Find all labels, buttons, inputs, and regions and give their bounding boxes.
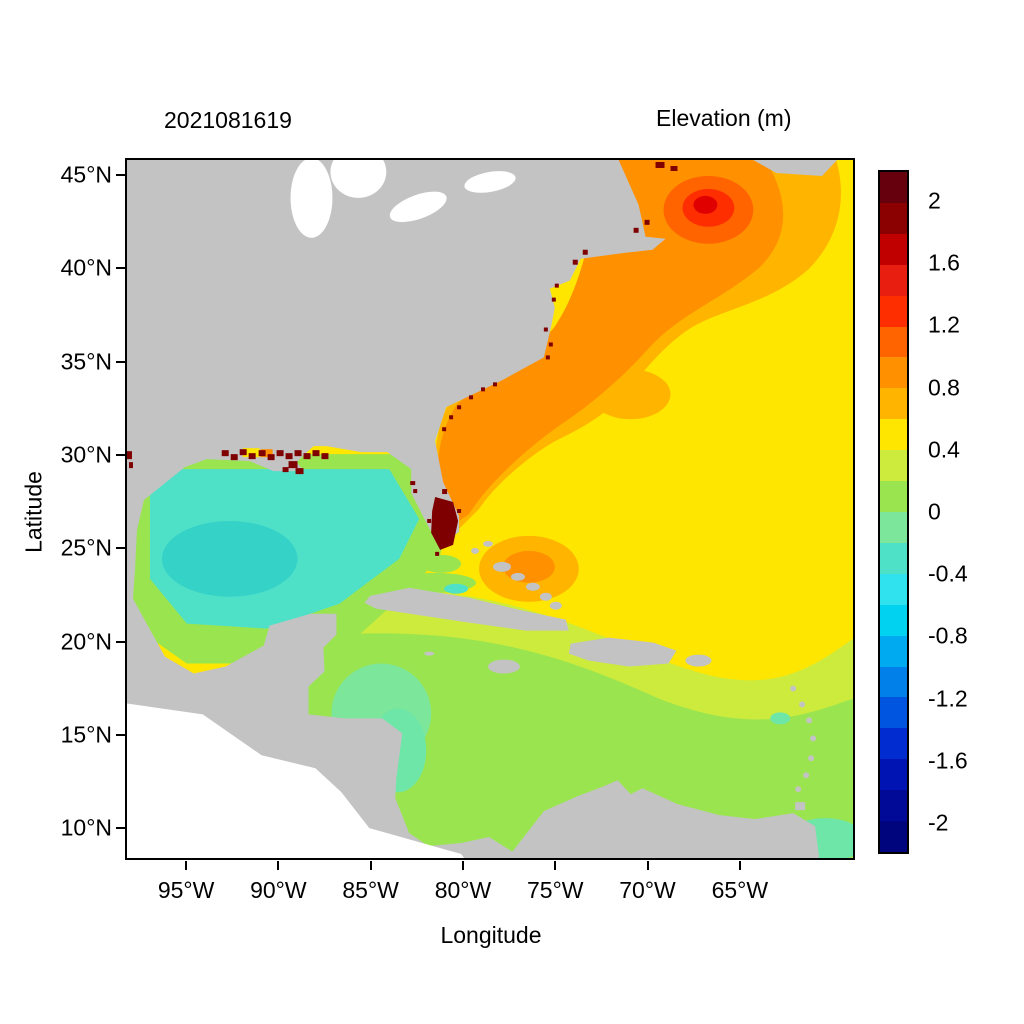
east-coast-orange-band <box>437 160 784 529</box>
colorbar-tick-label: 1.6 <box>928 249 960 276</box>
y-tick-label: 25°N <box>60 534 112 561</box>
x-tick-mark <box>646 861 649 870</box>
south-america-landmass <box>503 780 820 858</box>
pacific-outside-domain <box>127 703 465 858</box>
y-tick-mark <box>116 173 125 176</box>
x-axis-label: Longitude <box>440 922 542 948</box>
florida-straits-green <box>421 554 462 573</box>
colorbar-tick-label: 0 <box>928 498 941 525</box>
colorbar-tick-label: -0.4 <box>928 560 968 587</box>
cuba-island <box>364 587 569 631</box>
caribbean-green-region <box>289 633 853 858</box>
bahamas-islands <box>471 540 562 610</box>
colorbar <box>878 170 909 854</box>
colorbar-cell <box>880 728 907 760</box>
lesser-antilles-islands <box>790 685 817 811</box>
colorbar-tick-label: -1.2 <box>928 685 968 712</box>
timestamp-title: 2021081619 <box>164 107 292 133</box>
y-tick-mark <box>116 453 125 456</box>
x-tick-label: 85°W <box>342 877 399 903</box>
y-tick-mark <box>116 267 125 270</box>
x-tick-label: 75°W <box>526 877 584 903</box>
y-tick-mark <box>116 360 125 363</box>
y-tick-mark <box>116 733 125 736</box>
jamaica-island <box>488 659 520 674</box>
surge-speckles <box>127 161 678 556</box>
colorbar-cell <box>880 697 907 729</box>
y-tick-label: 45°N <box>60 161 112 188</box>
colorbar-tick-label: -2 <box>928 809 949 836</box>
colorbar-cell <box>880 326 907 358</box>
okeechobee-surge-blob <box>431 497 459 550</box>
great-lakes <box>290 160 516 238</box>
hispaniola-island <box>568 637 677 667</box>
x-tick-mark <box>185 861 188 870</box>
colorbar-tick-label: 1.2 <box>928 311 960 338</box>
colorbar-cell <box>880 419 907 451</box>
cayman-island <box>424 651 435 656</box>
colorbar-tick-label: 0.8 <box>928 374 960 401</box>
colorbar-tick-label: 2 <box>928 187 941 214</box>
y-tick-label: 30°N <box>60 441 112 468</box>
x-tick-label: 90°W <box>250 877 307 903</box>
x-tick-label: 95°W <box>157 877 215 903</box>
colorbar-cell <box>880 573 907 605</box>
x-tick-mark <box>738 861 741 870</box>
colorbar-cell <box>880 450 907 482</box>
nova-scotia-land <box>753 160 838 176</box>
colorbar-cell <box>880 388 907 420</box>
y-tick-label: 40°N <box>60 254 112 281</box>
x-tick-mark <box>277 861 280 870</box>
colorbar-cell <box>880 821 907 852</box>
colorbar-cell <box>880 357 907 389</box>
colorbar-cell <box>880 790 907 822</box>
gulf-of-mexico-deep-teal <box>161 520 298 597</box>
colorbar-tick-label: 0.4 <box>928 436 960 463</box>
y-tick-label: 15°N <box>60 721 112 748</box>
x-tick-label: 80°W <box>434 877 492 903</box>
y-tick-mark <box>116 640 125 643</box>
colorbar-cell <box>880 511 907 543</box>
colorbar-tick-label: -0.8 <box>928 622 968 649</box>
map-plot <box>125 158 855 860</box>
x-tick-label: 65°W <box>711 877 769 903</box>
colorbar-tick-label: -1.6 <box>928 747 968 774</box>
y-tick-mark <box>116 827 125 830</box>
colorbar-cell <box>880 604 907 636</box>
x-tick-mark <box>554 861 557 870</box>
x-tick-mark <box>369 861 372 870</box>
antilles-teal-spot <box>770 712 791 725</box>
colorbar-cell <box>880 759 907 791</box>
y-tick-label: 20°N <box>60 628 112 655</box>
colorbar-cell <box>880 264 907 296</box>
colorbar-cell <box>880 635 907 667</box>
north-america-landmass <box>127 160 666 858</box>
x-tick-label: 70°W <box>619 877 676 903</box>
colorbar-title: Elevation (m) <box>656 105 792 131</box>
y-tick-label: 35°N <box>60 348 112 375</box>
elevation-map <box>127 160 853 858</box>
colorbar-cell <box>880 666 907 698</box>
colorbar-cell <box>880 481 907 512</box>
y-tick-mark <box>116 547 125 550</box>
bay-of-fundy-red-core <box>693 195 718 214</box>
x-tick-mark <box>461 861 464 870</box>
puerto-rico-island <box>685 654 712 667</box>
colorbar-cell <box>880 202 907 234</box>
colorbar-cell <box>880 233 907 265</box>
north-cuba-teal-spot <box>444 583 469 594</box>
colorbar-cell <box>880 295 907 327</box>
y-tick-label: 10°N <box>60 814 112 841</box>
colorbar-cell <box>880 172 907 203</box>
colorbar-cell <box>880 542 907 574</box>
